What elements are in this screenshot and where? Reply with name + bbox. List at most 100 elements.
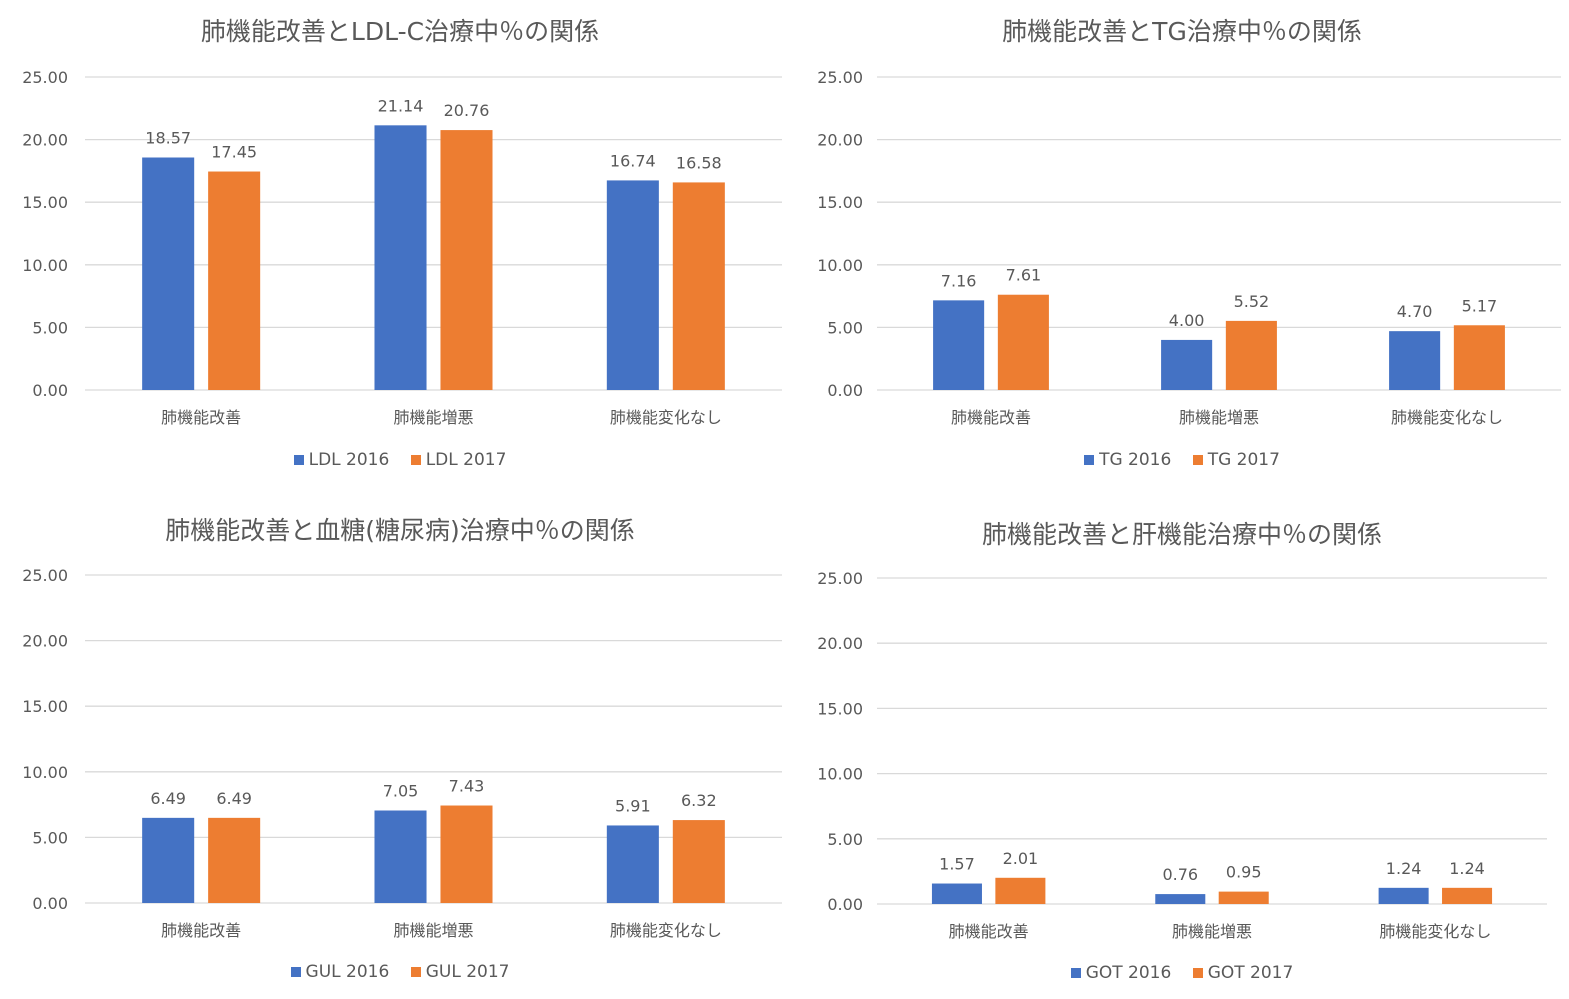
x-category-label: 肺機能変化なし bbox=[610, 408, 722, 427]
chart-legend: GUL 2016 GUL 2017 bbox=[0, 962, 800, 982]
legend-item-2016: TG 2016 bbox=[1084, 450, 1171, 470]
data-label: 5.91 bbox=[615, 796, 651, 815]
legend-swatch-2017 bbox=[410, 967, 421, 977]
legend-swatch-2017 bbox=[1192, 968, 1203, 978]
data-label: 2.01 bbox=[1003, 849, 1039, 868]
data-label: 0.95 bbox=[1226, 863, 1262, 882]
bar-2017 bbox=[995, 877, 1046, 904]
legend-item-2016: GUL 2016 bbox=[290, 962, 390, 982]
y-tick-label: 15.00 bbox=[22, 697, 68, 716]
bar-2017 bbox=[1442, 887, 1493, 904]
y-tick-label: 0.00 bbox=[32, 894, 68, 913]
x-category-label: 肺機能改善 bbox=[949, 922, 1029, 941]
bar-2016 bbox=[142, 157, 195, 390]
x-category-label: 肺機能改善 bbox=[161, 408, 241, 427]
bar-2017 bbox=[1218, 891, 1269, 904]
data-label: 4.70 bbox=[1397, 302, 1433, 321]
y-tick-label: 10.00 bbox=[22, 763, 68, 782]
y-tick-label: 20.00 bbox=[817, 131, 863, 150]
legend-swatch-2016 bbox=[290, 967, 301, 977]
y-tick-label: 0.00 bbox=[827, 895, 863, 914]
legend-label-2016: GOT 2016 bbox=[1085, 963, 1172, 983]
data-label: 5.52 bbox=[1234, 292, 1270, 311]
bar-2016 bbox=[1389, 331, 1441, 390]
chart-panel-gul: 肺機能改善と血糖(糖尿病)治療中％の関係 0.00 5.00 10.00 15.00 2… bbox=[0, 500, 800, 999]
data-label: 6.32 bbox=[681, 791, 717, 810]
legend-label-2016: GUL 2016 bbox=[305, 962, 390, 982]
legend-item-2017: TG 2017 bbox=[1192, 450, 1280, 470]
bar-2017 bbox=[997, 294, 1049, 390]
legend-label-2017: LDL 2017 bbox=[425, 450, 507, 470]
data-label: 5.17 bbox=[1462, 296, 1498, 315]
y-tick-label: 5.00 bbox=[32, 318, 68, 337]
legend-item-2017: LDL 2017 bbox=[410, 450, 507, 470]
legend-item-2016: LDL 2016 bbox=[293, 450, 390, 470]
data-label: 21.14 bbox=[378, 96, 424, 115]
x-category-label: 肺機能改善 bbox=[951, 408, 1031, 427]
y-tick-label: 5.00 bbox=[827, 318, 863, 337]
bar-2016 bbox=[931, 883, 982, 904]
data-label: 0.76 bbox=[1162, 865, 1198, 884]
legend-label-2017: TG 2017 bbox=[1207, 450, 1280, 470]
legend-label-2016: LDL 2016 bbox=[308, 450, 390, 470]
data-label: 16.58 bbox=[676, 153, 722, 172]
data-label: 6.49 bbox=[216, 789, 252, 808]
data-label: 6.49 bbox=[150, 789, 186, 808]
data-label: 1.57 bbox=[939, 855, 975, 874]
chart-plot: 0.00 5.00 10.00 15.00 20.00 25.00 1.57 2.01 肺機能改… bbox=[817, 569, 1547, 941]
data-label: 4.00 bbox=[1169, 311, 1205, 330]
x-category-label: 肺機能増悪 bbox=[393, 408, 473, 427]
chart-legend: GOT 2016 GOT 2017 bbox=[795, 963, 1569, 983]
y-tick-label: 0.00 bbox=[32, 381, 68, 400]
x-category-label: 肺機能変化なし bbox=[1391, 408, 1503, 427]
bar-2017 bbox=[672, 182, 725, 390]
chart-legend: TG 2016 TG 2017 bbox=[795, 450, 1569, 470]
legend-swatch-2016 bbox=[293, 455, 304, 465]
legend-swatch-2017 bbox=[410, 455, 421, 465]
legend-item-2017: GUL 2017 bbox=[410, 962, 509, 982]
bar-2017 bbox=[208, 171, 261, 390]
data-label: 7.61 bbox=[1006, 266, 1042, 285]
chart-plot: 0.00 5.00 10.00 15.00 20.00 25.00 6.49 6.49 肺機能改… bbox=[22, 566, 782, 940]
y-tick-label: 25.00 bbox=[22, 68, 68, 87]
y-tick-label: 15.00 bbox=[22, 193, 68, 212]
chart-plot: 0.00 5.00 10.00 15.00 20.00 25.00 7.16 7.61 肺機能改… bbox=[817, 68, 1561, 427]
data-label: 7.43 bbox=[449, 777, 485, 796]
chart-legend: LDL 2016 LDL 2017 bbox=[0, 450, 800, 470]
y-tick-label: 10.00 bbox=[817, 765, 863, 784]
bar-2017 bbox=[1453, 325, 1505, 390]
legend-swatch-2016 bbox=[1084, 455, 1095, 465]
y-tick-label: 0.00 bbox=[827, 381, 863, 400]
x-category-label: 肺機能変化なし bbox=[610, 921, 722, 940]
bar-2016 bbox=[1155, 894, 1206, 904]
data-label: 17.45 bbox=[211, 143, 257, 162]
y-tick-label: 5.00 bbox=[32, 828, 68, 847]
data-label: 16.74 bbox=[610, 151, 656, 170]
bar-2016 bbox=[606, 825, 659, 903]
data-label: 1.24 bbox=[1449, 859, 1485, 878]
chart-panel-ldl: 肺機能改善とLDL-C治療中％の関係 0.00 5.00 10.00 15.00 20.… bbox=[0, 0, 800, 490]
x-category-label: 肺機能増悪 bbox=[393, 921, 473, 940]
chart-panel-got: 肺機能改善と肝機能治療中％の関係 0.00 5.00 10.00 15.00 20.00… bbox=[795, 500, 1569, 999]
x-category-label: 肺機能増悪 bbox=[1179, 408, 1259, 427]
bar-2016 bbox=[1161, 339, 1213, 390]
chart-panel-tg: 肺機能改善とTG治療中％の関係 0.00 5.00 10.00 15.00 20.00 2… bbox=[795, 0, 1569, 490]
data-label: 20.76 bbox=[444, 101, 490, 120]
y-tick-label: 15.00 bbox=[817, 193, 863, 212]
legend-item-2016: GOT 2016 bbox=[1070, 963, 1172, 983]
y-tick-label: 20.00 bbox=[22, 131, 68, 150]
data-label: 1.24 bbox=[1386, 859, 1422, 878]
y-tick-label: 20.00 bbox=[817, 634, 863, 653]
legend-label-2016: TG 2016 bbox=[1099, 450, 1172, 470]
bar-2016 bbox=[374, 810, 427, 903]
bar-2016 bbox=[1378, 887, 1429, 904]
legend-swatch-2017 bbox=[1192, 455, 1203, 465]
y-tick-label: 25.00 bbox=[817, 68, 863, 87]
data-label: 7.16 bbox=[941, 271, 977, 290]
data-label: 18.57 bbox=[145, 129, 191, 148]
y-tick-label: 5.00 bbox=[827, 830, 863, 849]
bar-2016 bbox=[606, 180, 659, 390]
bar-2017 bbox=[672, 820, 725, 903]
bar-2016 bbox=[933, 300, 985, 390]
y-tick-label: 15.00 bbox=[817, 699, 863, 718]
